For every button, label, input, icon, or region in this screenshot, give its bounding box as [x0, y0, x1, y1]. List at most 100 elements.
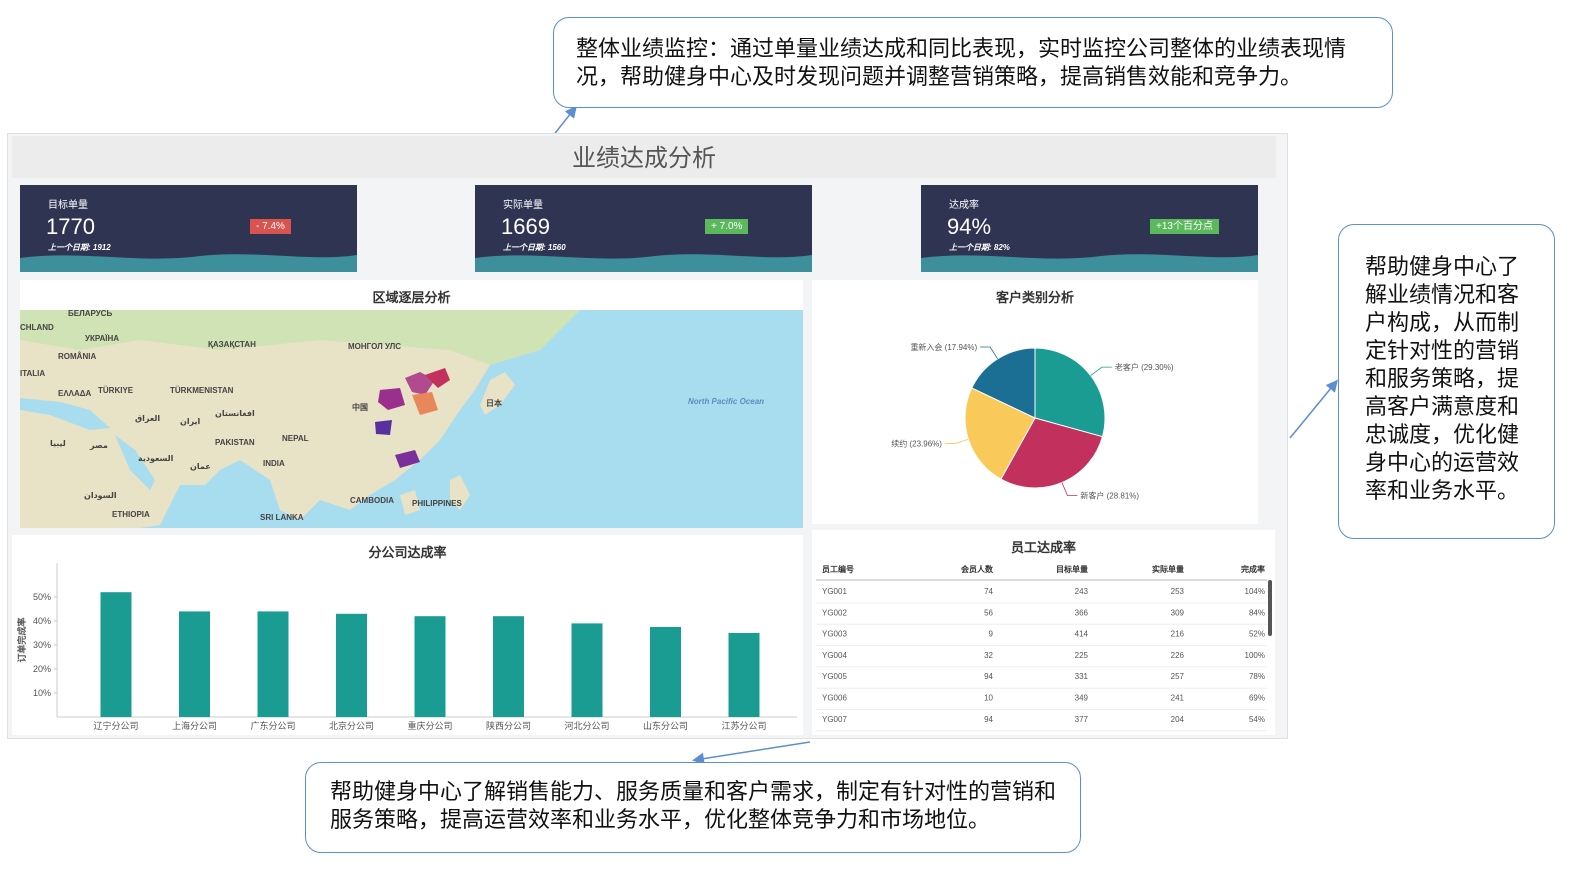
x-tick-label: 江苏分公司 [721, 720, 766, 731]
map-label: NEPAL [282, 434, 309, 443]
map-label: 中国 [352, 402, 368, 412]
bar [179, 611, 210, 717]
y-tick-label: 40% [33, 616, 51, 626]
table-cell: 100% [1245, 651, 1265, 660]
bar [100, 592, 132, 717]
x-tick-label: 广东分公司 [250, 720, 295, 731]
connector [692, 741, 811, 765]
column-header: 完成率 [1241, 564, 1265, 574]
panel-title: 员工达成率 [1010, 540, 1076, 555]
table-cell: 9 [989, 630, 994, 639]
map-label: TÜRKMENISTAN [170, 386, 234, 395]
x-tick-label: 辽宁分公司 [93, 720, 138, 731]
leader-line [1090, 366, 1112, 376]
philippines [450, 475, 470, 510]
table-cell: 52% [1249, 630, 1265, 639]
kpi-label: 实际单量 [503, 200, 543, 211]
table-cell: YG004 [822, 651, 847, 660]
map-label: 日本 [486, 398, 502, 408]
kpi-value: 1770 [46, 214, 95, 239]
pie-label: 续约 (23.96%) [891, 439, 942, 449]
leader-line [1061, 482, 1078, 496]
map-label: CHLAND [20, 323, 54, 332]
bar [493, 616, 524, 717]
map-label: ایران [180, 417, 201, 426]
x-tick-label: 北京分公司 [329, 720, 374, 731]
kpi-card: 实际单量 1669 上一个日期: 1560 + 7.0% [475, 185, 812, 272]
table-cell: 204 [1171, 715, 1185, 724]
kpi-previous: 上一个日期: 1560 [503, 243, 566, 252]
table-cell: 69% [1249, 694, 1265, 703]
x-tick-label: 上海分公司 [172, 720, 217, 731]
table-cell: 94 [984, 672, 993, 681]
table-cell: YG001 [822, 587, 847, 596]
pie-chart: 老客户 (29.30%) 新客户 (28.81%) 续约 (23.96%) 重新入会 … [891, 342, 1174, 501]
table-cell: 309 [1171, 608, 1185, 617]
callout: 帮助健身中心了解销售能力、服务质量和客户需求，制定有针对性的营销和服务策略，提高… [305, 762, 1081, 853]
map-label: БЕЛАРУСЬ [68, 310, 112, 318]
table-cell: 377 [1075, 715, 1089, 724]
table-cell: 10 [984, 694, 993, 703]
callout: 帮助健身中心了解业绩情况和客户构成，从而制定针对性的营销和服务策略，提高客户满意… [1338, 224, 1555, 539]
table-cell: YG005 [822, 672, 847, 681]
y-tick-label: 20% [33, 664, 51, 674]
map-label: افغانستان [215, 409, 255, 418]
table-cell: 349 [1075, 694, 1089, 703]
column-header: 目标单量 [1056, 564, 1088, 574]
wave [921, 254, 1258, 272]
kpi-change: - 7.4% [250, 219, 291, 234]
table-cell: 226 [1171, 651, 1185, 660]
map-label: ROMÂNIA [58, 352, 96, 361]
sea [20, 398, 110, 430]
table-cell: 104% [1245, 587, 1265, 596]
pie-slice [1034, 347, 1106, 438]
y-tick-label: 50% [33, 592, 51, 602]
kpi-label: 目标单量 [48, 200, 88, 211]
bar [414, 616, 446, 717]
callout: 整体业绩监控：通过单量业绩达成和同比表现，实时监控公司整体的业绩表现情况，帮助健… [553, 17, 1393, 108]
kpi-card: 目标单量 1770 上一个日期: 1912 - 7.4% [20, 185, 357, 272]
table-cell: 216 [1171, 630, 1185, 639]
map-label: PHILIPPINES [412, 499, 462, 508]
kpi-value: 94% [947, 214, 992, 239]
connector [1289, 379, 1338, 439]
map-label: УКРАЇНА [85, 334, 119, 343]
map-label: INDIA [263, 459, 285, 468]
kpi-card: 达成率 94% 上一个日期: 82% +13个百分点 [921, 185, 1258, 272]
table-cell: 225 [1075, 651, 1089, 660]
table-cell: 253 [1171, 587, 1185, 596]
y-axis-label: 订单完成率 [16, 617, 27, 662]
map-label: ITALIA [20, 369, 45, 378]
map-label: North Pacific Ocean [688, 397, 764, 406]
kpi-label: 达成率 [949, 200, 979, 211]
x-tick-label: 陕西分公司 [486, 720, 531, 731]
kpi-previous: 上一个日期: 1912 [48, 243, 111, 252]
kpi-change: + 7.0% [705, 219, 749, 234]
y-tick-label: 30% [33, 640, 51, 650]
bar [571, 623, 603, 717]
pie-panel: 客户类别分析 老客户 (29.30%) 新客户 (28.81%) 续约 (23.96… [812, 280, 1258, 524]
map-panel: 区域逐层分析 БЕЛАРУСЬ CHLAND УКРАЇНА ROMÂNIA I… [20, 280, 803, 528]
map-label: السودان [84, 491, 117, 500]
scrollbar [1268, 580, 1272, 636]
wave [20, 254, 357, 272]
table-cell: YG002 [822, 608, 847, 617]
map: БЕЛАРУСЬ CHLAND УКРАЇНА ROMÂNIA ITALIA T… [20, 310, 803, 528]
pie-slice [1000, 417, 1104, 489]
table-cell: YG006 [822, 694, 847, 703]
table-cell: 54% [1249, 715, 1265, 724]
bar [257, 611, 289, 717]
table: 员工编号 会员人数 目标单量 实际单量 完成率 YG001 74 243 253 104% YG00… [816, 564, 1272, 732]
bar [650, 627, 681, 717]
pie-label: 新客户 (28.81%) [1080, 491, 1139, 501]
leader-line [980, 346, 998, 360]
table-cell: 84% [1249, 608, 1265, 617]
kpi-change: +13个百分点 [1150, 219, 1219, 234]
table-cell: 78% [1249, 672, 1265, 681]
map-label: العراق [135, 414, 160, 423]
land [20, 310, 580, 528]
land-forest [20, 310, 580, 365]
panel-title: 区域逐层分析 [372, 290, 451, 305]
